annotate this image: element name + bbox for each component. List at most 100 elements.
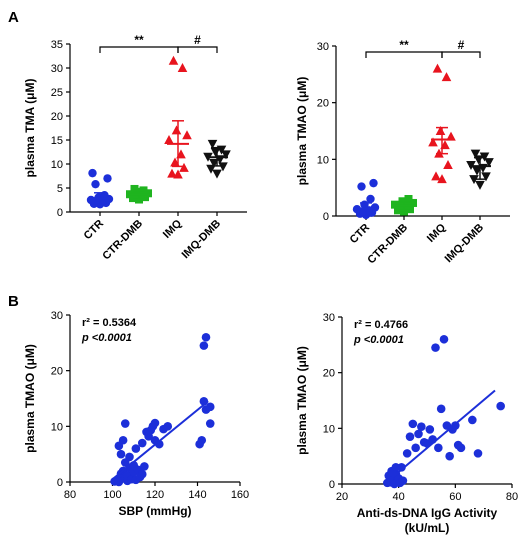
data-point <box>199 341 209 350</box>
data-point <box>205 419 215 428</box>
x-axis-label: Anti-ds-DNA IgG Activity <box>357 506 498 520</box>
data-point <box>167 168 177 178</box>
y-tick-label: 10 <box>51 159 63 171</box>
data-point <box>137 469 147 479</box>
data-point <box>456 443 466 453</box>
data-point <box>408 419 418 429</box>
data-point <box>120 419 130 428</box>
data-point <box>445 451 454 461</box>
y-axis-label: plasma TMAO (μM) <box>295 77 309 186</box>
data-point <box>468 415 477 425</box>
x-axis-label: SBP (mmHg) <box>118 504 191 518</box>
data-point <box>398 476 408 485</box>
data-point <box>168 55 179 65</box>
data-point <box>164 135 174 144</box>
data-point <box>144 189 152 198</box>
y-tick-label: 10 <box>51 421 63 433</box>
category-label: IMQ-DMB <box>180 218 224 262</box>
data-point <box>116 449 126 459</box>
y-tick-label: 10 <box>323 423 335 435</box>
data-point <box>484 158 494 168</box>
significance-label: # <box>194 33 201 47</box>
data-point <box>470 149 481 159</box>
x-tick-label: 120 <box>146 489 164 501</box>
y-tick-label: 20 <box>323 368 335 380</box>
data-point <box>417 422 426 431</box>
data-point <box>443 160 453 169</box>
data-point <box>435 126 446 135</box>
y-tick-label: 0 <box>57 477 63 489</box>
y-tick-label: 15 <box>51 135 63 147</box>
significance-label: ** <box>134 33 144 47</box>
data-point <box>366 194 375 204</box>
data-point <box>197 435 207 445</box>
x-tick-label: 80 <box>506 491 518 503</box>
y-tick-label: 35 <box>51 39 63 51</box>
data-point <box>432 63 443 73</box>
data-point <box>439 334 449 344</box>
data-point <box>404 195 413 203</box>
data-point <box>431 343 440 352</box>
data-point <box>481 172 491 182</box>
y-tick-label: 30 <box>317 41 329 53</box>
data-point <box>131 444 141 453</box>
data-point <box>425 425 435 434</box>
data-point <box>397 203 405 212</box>
data-point <box>206 164 216 174</box>
y-tick-label: 5 <box>57 183 63 195</box>
y-tick-label: 30 <box>51 310 63 322</box>
data-point <box>103 174 112 183</box>
regression-line <box>383 389 496 485</box>
data-point <box>177 63 188 72</box>
category-label: CTR <box>82 218 107 243</box>
data-point <box>402 449 412 458</box>
y-tick-label: 20 <box>317 98 329 110</box>
panel-b-dsdna-scatter: 0 10 20 30 20 40 60 80 plasma TMAO (μM) Anti-ds-D… <box>295 312 518 535</box>
x-tick-label: 140 <box>188 489 206 501</box>
y-tick-label: 0 <box>57 207 63 219</box>
data-point <box>182 130 192 140</box>
y-tick-label: 10 <box>317 154 329 166</box>
y-tick-label: 25 <box>51 87 63 99</box>
panel-label-a: A <box>8 9 19 26</box>
category-label: IMQ <box>161 217 184 240</box>
data-point <box>171 125 182 135</box>
p-value-label: p <0.0001 <box>81 332 132 344</box>
category-label: CTR-DMB <box>365 222 410 267</box>
data-point <box>441 72 452 82</box>
y-tick-label: 20 <box>51 366 63 378</box>
data-point <box>369 178 378 188</box>
data-point <box>125 452 134 462</box>
significance-label: ** <box>399 38 409 52</box>
significance-bracket <box>177 46 218 53</box>
data-point <box>357 182 366 191</box>
regression-line <box>111 400 209 480</box>
data-point <box>414 429 423 439</box>
data-point <box>436 404 446 414</box>
y-tick-label: 0 <box>329 479 335 491</box>
data-point <box>437 174 447 184</box>
data-point <box>118 435 128 445</box>
data-point <box>370 203 380 212</box>
data-point <box>431 171 441 181</box>
data-point <box>150 418 160 428</box>
data-point <box>207 139 218 149</box>
r-squared-label: r² = 0.4766 <box>354 319 408 331</box>
p-value-label: p <0.0001 <box>353 334 404 346</box>
data-point <box>411 443 420 453</box>
category-label: CTR <box>348 222 373 247</box>
data-point <box>446 131 456 141</box>
x-tick-label: 60 <box>449 491 461 503</box>
r-squared-label: r² = 0.5364 <box>82 317 137 329</box>
data-point <box>434 443 443 453</box>
y-tick-label: 20 <box>51 111 63 123</box>
data-point <box>210 148 221 157</box>
y-axis-label: plasma TMAO (μM) <box>295 346 309 455</box>
data-point <box>137 438 147 448</box>
y-tick-label: 30 <box>51 63 63 75</box>
x-tick-label: 20 <box>336 491 348 503</box>
data-point <box>475 180 485 190</box>
